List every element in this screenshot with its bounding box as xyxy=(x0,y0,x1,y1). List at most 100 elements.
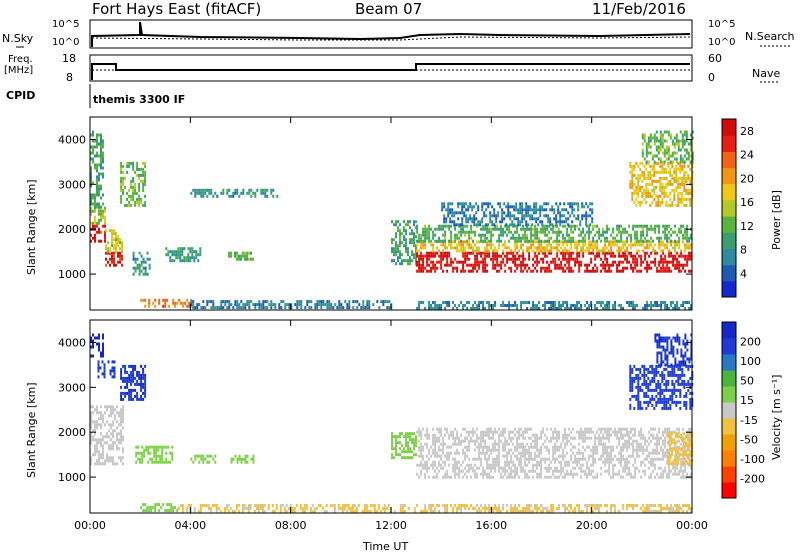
heatmap-cell xyxy=(622,254,625,258)
heatmap-cell xyxy=(550,301,553,304)
heatmap-cell xyxy=(418,257,421,261)
heatmap-cell xyxy=(120,170,123,174)
heatmap-cell xyxy=(526,301,529,304)
heatmap-cell xyxy=(261,510,264,513)
heatmap-cell xyxy=(608,439,611,443)
heatmap-cell xyxy=(552,301,555,304)
heatmap-cell xyxy=(273,510,276,513)
heatmap-cell xyxy=(104,233,106,237)
heatmap-cell xyxy=(456,249,459,253)
heatmap-cell xyxy=(132,272,135,276)
heatmap-cell xyxy=(512,463,515,467)
heatmap-cell xyxy=(526,457,529,461)
heatmap-cell xyxy=(578,457,581,461)
heatmap-cell xyxy=(387,504,390,507)
heatmap-cell xyxy=(640,230,643,234)
heatmap-cell xyxy=(584,243,587,247)
heatmap-cell xyxy=(662,301,665,304)
heatmap-cell xyxy=(108,429,110,433)
heatmap-cell xyxy=(662,442,665,446)
heatmap-cell xyxy=(248,257,250,261)
heatmap-cell xyxy=(526,427,529,431)
heatmap-cell xyxy=(96,133,98,137)
heatmap-cell xyxy=(600,301,603,304)
heatmap-cell xyxy=(296,303,299,307)
heatmap-cell xyxy=(510,475,513,479)
heatmap-cell xyxy=(436,307,439,310)
heatmap-cell xyxy=(677,148,680,152)
heatmap-cell xyxy=(336,306,339,310)
heatmap-cell xyxy=(94,154,96,158)
heatmap-cell xyxy=(453,223,456,227)
heatmap-cell xyxy=(458,304,461,307)
heatmap-cell xyxy=(134,376,137,380)
heatmap-cell xyxy=(544,239,547,243)
heatmap-cell xyxy=(567,217,570,221)
heatmap-cell xyxy=(610,460,613,464)
heatmap-cell xyxy=(526,233,529,237)
heatmap-cell xyxy=(422,463,425,467)
heatmap-cell xyxy=(578,254,581,258)
heatmap-cell xyxy=(480,436,483,440)
heatmap-cell xyxy=(448,463,451,467)
heatmap-cell xyxy=(496,463,499,467)
heatmap-cell xyxy=(536,466,539,470)
heatmap-cell xyxy=(512,436,515,440)
heatmap-cell xyxy=(690,269,693,273)
heatmap-cell xyxy=(530,243,533,247)
heatmap-cell xyxy=(468,301,471,304)
heatmap-cell xyxy=(516,251,519,255)
heatmap-cell xyxy=(477,205,480,209)
heatmap-cell xyxy=(657,139,660,143)
heatmap-cell xyxy=(472,230,475,234)
heatmap-cell xyxy=(556,230,559,234)
heatmap-cell xyxy=(206,303,209,307)
heatmap-cell xyxy=(173,259,176,263)
heatmap-cell xyxy=(442,448,445,452)
heatmap-cell xyxy=(446,445,449,449)
heatmap-cell xyxy=(598,251,601,255)
heatmap-cell xyxy=(494,439,497,443)
heatmap-cell xyxy=(109,263,111,267)
heatmap-cell xyxy=(177,250,180,254)
heatmap-cell xyxy=(496,224,499,228)
heatmap-cell xyxy=(132,197,135,201)
heatmap-cell xyxy=(628,433,631,437)
heatmap-cell xyxy=(646,307,649,310)
heatmap-cell xyxy=(121,263,123,267)
heatmap-cell xyxy=(90,441,92,445)
heatmap-cell xyxy=(395,244,397,248)
heatmap-cell xyxy=(422,266,425,270)
heatmap-cell xyxy=(143,451,146,455)
heatmap-cell xyxy=(409,226,411,230)
heatmap-cell xyxy=(136,379,139,383)
heatmap-cell xyxy=(168,509,171,513)
heatmap-cell xyxy=(645,176,648,180)
heatmap-cell xyxy=(494,227,497,231)
heatmap-cell xyxy=(624,439,627,443)
heatmap-cell xyxy=(194,306,197,310)
heatmap-cell xyxy=(596,254,599,258)
heatmap-cell xyxy=(634,240,637,244)
heatmap-cell xyxy=(661,164,664,168)
heatmap-cell xyxy=(122,405,124,409)
heatmap-cell xyxy=(461,217,464,221)
heatmap-cell xyxy=(566,472,569,476)
heatmap-cell xyxy=(610,240,613,244)
heatmap-cell xyxy=(179,504,182,507)
heatmap-cell xyxy=(460,230,463,234)
heatmap-cell xyxy=(534,246,537,250)
heatmap-cell xyxy=(604,266,607,270)
heatmap-cell xyxy=(90,221,92,225)
heatmap-cell xyxy=(616,224,619,228)
heatmap-cell xyxy=(661,136,664,140)
heatmap-cell xyxy=(560,240,563,244)
heatmap-cell xyxy=(560,469,563,473)
heatmap-cell xyxy=(683,173,686,177)
heatmap-cell xyxy=(315,507,318,510)
heatmap-cell xyxy=(462,269,465,273)
heatmap-cell xyxy=(132,179,135,183)
heatmap-cell xyxy=(434,469,437,473)
heatmap-cell xyxy=(110,447,112,451)
heatmap-cell xyxy=(498,269,501,273)
